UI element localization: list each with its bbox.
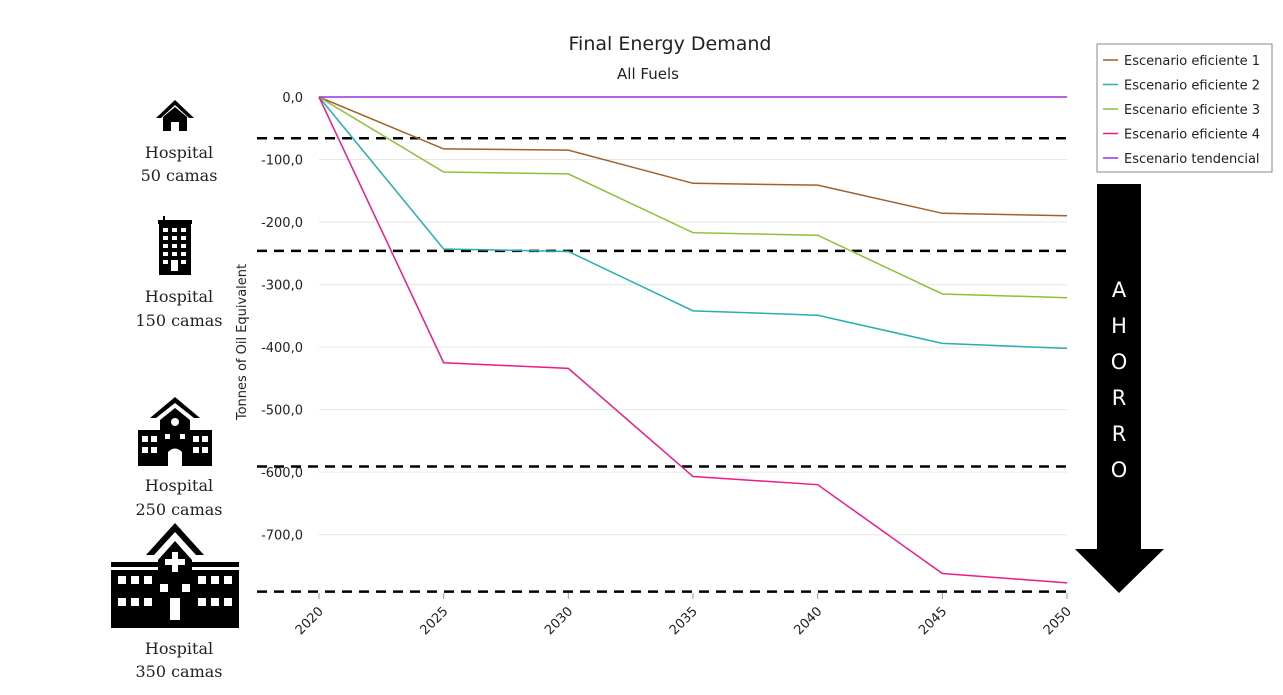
building-icon xyxy=(158,216,192,275)
y-tick-label: -500,0 xyxy=(261,404,303,419)
hospital-label: Hospital xyxy=(145,143,213,162)
y-tick-label: -600,0 xyxy=(261,466,303,481)
hospital-icon xyxy=(111,523,239,628)
x-tick-label: 2025 xyxy=(417,604,451,638)
x-tick-label: 2040 xyxy=(791,604,825,638)
y-tick-label: -100,0 xyxy=(261,154,303,169)
hospital-beds: 250 camas xyxy=(135,500,222,519)
y-axis-label: Tonnes of Oil Equivalent xyxy=(235,264,250,421)
series-line-escenario-eficiente-4 xyxy=(318,96,1068,584)
x-tick-label: 2020 xyxy=(293,604,327,638)
y-tick-label: -300,0 xyxy=(261,279,303,294)
series-line-escenario-eficiente-1 xyxy=(318,96,1068,217)
hospital-50-group: Hospital 50 camas xyxy=(141,100,218,185)
series-lines xyxy=(318,96,1068,584)
y-tick-labels: 0,0 -100,0 -200,0 -300,0 -400,0 -500,0 -600,0 -… xyxy=(261,91,303,544)
x-tick-label: 2035 xyxy=(667,604,701,638)
legend-label: Escenario eficiente 4 xyxy=(1124,128,1260,143)
series-line-escenario-eficiente-3 xyxy=(318,96,1068,299)
y-tick-label: -200,0 xyxy=(261,216,303,231)
series-line-escenario-eficiente-2 xyxy=(318,96,1068,350)
arrow-letter: R xyxy=(1112,422,1127,446)
x-tick-label: 2030 xyxy=(542,604,576,638)
house-icon xyxy=(156,100,194,131)
hospital-beds: 50 camas xyxy=(141,166,218,185)
hospital-350-group: Hospital 350 camas xyxy=(111,523,239,681)
chart-subtitle: All Fuels xyxy=(617,65,679,83)
hospital-label: Hospital xyxy=(145,476,213,495)
arrow-letter: O xyxy=(1111,350,1128,374)
hospital-150-group: Hospital 150 camas xyxy=(135,216,223,330)
school-building-icon xyxy=(138,397,212,466)
legend-box xyxy=(1096,43,1273,173)
arrow-letter: A xyxy=(1112,278,1127,302)
legend: Escenario eficiente 1 Escenario eficiente… xyxy=(1096,43,1273,173)
y-tick-label: -700,0 xyxy=(261,529,303,544)
legend-label: Escenario tendencial xyxy=(1124,152,1260,167)
hospital-beds: 150 camas xyxy=(135,311,222,330)
y-tick-label: -400,0 xyxy=(261,341,303,356)
arrow-letter: O xyxy=(1111,458,1128,482)
chart-title: Final Energy Demand xyxy=(569,33,772,55)
y-tick-label: 0,0 xyxy=(282,91,303,106)
threshold-lines xyxy=(257,137,1073,593)
x-tick-label: 2050 xyxy=(1041,604,1075,638)
hospital-label: Hospital xyxy=(145,639,213,658)
arrow-letter: R xyxy=(1112,386,1127,410)
gridlines xyxy=(319,96,1067,536)
hospital-label: Hospital xyxy=(145,287,213,306)
x-tick-label: 2045 xyxy=(916,604,950,638)
x-tick-labels: 2020 2025 2030 2035 2040 2045 2050 xyxy=(293,593,1075,638)
legend-label: Escenario eficiente 2 xyxy=(1124,79,1260,94)
down-arrow-icon xyxy=(1075,184,1164,593)
hospital-250-group: Hospital 250 camas xyxy=(135,397,223,519)
legend-label: Escenario eficiente 1 xyxy=(1124,54,1260,69)
hospital-beds: 350 camas xyxy=(135,662,222,681)
legend-label: Escenario eficiente 3 xyxy=(1124,103,1260,118)
arrow-letter: H xyxy=(1111,314,1127,338)
